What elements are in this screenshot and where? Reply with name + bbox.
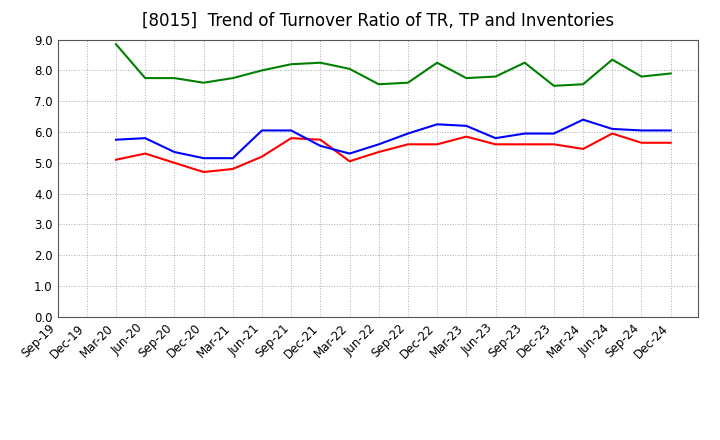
Inventories xyxy=(549,83,558,88)
Trade Payables xyxy=(579,117,588,122)
Trade Receivables xyxy=(170,160,179,165)
Line: Trade Payables: Trade Payables xyxy=(116,120,670,158)
Trade Receivables xyxy=(666,140,675,145)
Trade Receivables xyxy=(549,142,558,147)
Trade Receivables xyxy=(404,142,413,147)
Trade Payables xyxy=(345,151,354,156)
Inventories xyxy=(258,68,266,73)
Trade Payables xyxy=(228,155,237,161)
Trade Payables xyxy=(258,128,266,133)
Trade Payables xyxy=(491,136,500,141)
Trade Receivables xyxy=(228,166,237,172)
Trade Receivables xyxy=(521,142,529,147)
Inventories xyxy=(462,75,471,81)
Inventories xyxy=(608,57,616,62)
Trade Receivables xyxy=(199,169,208,175)
Inventories xyxy=(141,75,150,81)
Inventories xyxy=(433,60,441,65)
Trade Payables xyxy=(666,128,675,133)
Inventories xyxy=(287,62,295,67)
Trade Receivables xyxy=(287,136,295,141)
Inventories xyxy=(199,80,208,85)
Trade Receivables xyxy=(258,154,266,159)
Inventories xyxy=(491,74,500,79)
Trade Payables xyxy=(141,136,150,141)
Trade Payables xyxy=(433,121,441,127)
Inventories xyxy=(374,81,383,87)
Trade Payables xyxy=(316,143,325,148)
Trade Receivables xyxy=(112,157,120,162)
Trade Payables xyxy=(608,126,616,132)
Inventories xyxy=(228,75,237,81)
Inventories xyxy=(666,71,675,76)
Inventories xyxy=(345,66,354,71)
Trade Receivables xyxy=(608,131,616,136)
Trade Receivables xyxy=(579,146,588,151)
Trade Payables xyxy=(549,131,558,136)
Trade Payables xyxy=(199,155,208,161)
Inventories xyxy=(579,81,588,87)
Trade Payables xyxy=(287,128,295,133)
Trade Receivables xyxy=(491,142,500,147)
Title: [8015]  Trend of Turnover Ratio of TR, TP and Inventories: [8015] Trend of Turnover Ratio of TR, TP… xyxy=(142,12,614,30)
Inventories xyxy=(316,60,325,65)
Inventories xyxy=(170,75,179,81)
Trade Payables xyxy=(170,150,179,155)
Inventories xyxy=(637,74,646,79)
Inventories xyxy=(521,60,529,65)
Trade Payables xyxy=(637,128,646,133)
Trade Payables xyxy=(462,123,471,128)
Trade Receivables xyxy=(316,137,325,142)
Inventories xyxy=(404,80,413,85)
Trade Payables xyxy=(374,142,383,147)
Trade Receivables xyxy=(345,158,354,164)
Trade Receivables xyxy=(374,150,383,155)
Trade Receivables xyxy=(637,140,646,145)
Inventories xyxy=(112,41,120,47)
Line: Trade Receivables: Trade Receivables xyxy=(116,134,670,172)
Trade Payables xyxy=(404,131,413,136)
Line: Inventories: Inventories xyxy=(116,44,670,86)
Trade Receivables xyxy=(462,134,471,139)
Trade Receivables xyxy=(433,142,441,147)
Trade Receivables xyxy=(141,151,150,156)
Trade Payables xyxy=(112,137,120,142)
Trade Payables xyxy=(521,131,529,136)
